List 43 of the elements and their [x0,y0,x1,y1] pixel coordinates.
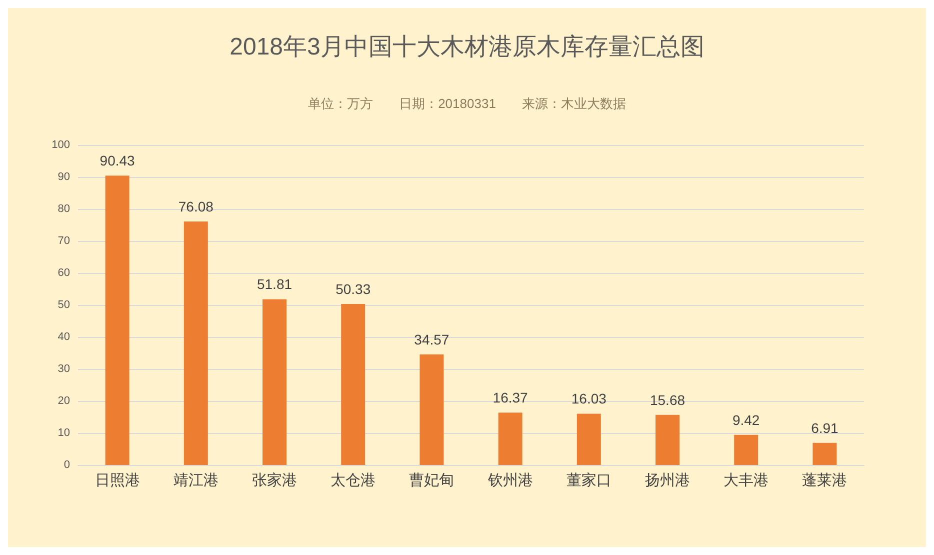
data-label: 90.43 [100,152,136,169]
y-tick-label: 80 [58,203,70,215]
data-label: 16.37 [492,390,528,406]
y-tick-label: 10 [58,427,70,439]
chart-subtitle: 单位：万方 日期：20180331 来源：木业大数据 [308,96,626,111]
data-label: 9.42 [732,412,760,428]
x-tick-label: 曹妃甸 [409,472,454,489]
x-tick-label: 扬州港 [645,472,690,489]
bar [262,299,286,465]
x-tick-label: 钦州港 [486,472,533,489]
bar [498,412,522,465]
y-tick-label: 90 [58,171,70,183]
x-tick-label: 靖江港 [173,472,218,489]
data-label: 51.81 [256,276,292,292]
y-tick-label: 30 [58,363,70,375]
bar [341,304,366,465]
bar [656,414,680,465]
data-label: 34.57 [414,331,450,348]
x-tick-label: 董家口 [566,472,612,489]
y-tick-label: 0 [64,459,70,471]
bar [812,442,837,465]
bar [734,434,758,465]
bar [420,354,444,465]
y-tick-label: 70 [58,235,70,247]
y-tick-label: 40 [58,331,70,343]
data-label: 76.08 [178,198,214,215]
y-tick-label: 60 [58,267,70,279]
data-label: 15.68 [650,392,686,408]
data-label: 16.03 [571,390,607,407]
bar [105,176,130,465]
x-tick-label: 太仓港 [330,472,376,489]
x-tick-label: 蓬莱港 [802,472,848,489]
bar [184,222,208,465]
bar [576,414,601,465]
x-tick-label: 大丰港 [724,472,769,489]
x-tick-label: 张家港 [252,472,297,489]
y-tick-label: 20 [58,395,70,407]
x-tick-label: 日照港 [94,472,140,489]
data-label: 50.33 [336,280,371,297]
y-tick-label: 100 [52,139,70,151]
data-label: 6.91 [811,420,839,436]
y-tick-label: 50 [58,299,70,311]
chart-title: 2018年3月中国十大木材港原木库存量汇总图 [230,34,704,60]
